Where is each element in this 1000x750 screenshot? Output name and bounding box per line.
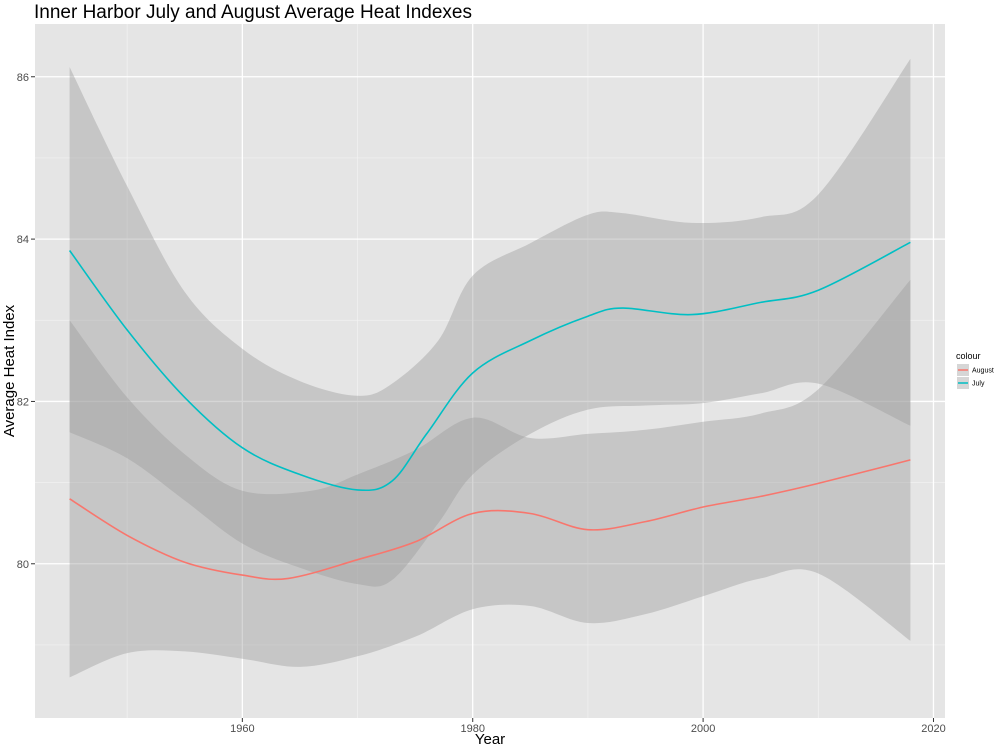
x-tick-label: 1960: [230, 723, 254, 735]
legend: colour August July: [956, 351, 994, 389]
y-tick-label: 86: [17, 72, 29, 84]
x-tick-label: 1980: [460, 723, 484, 735]
chart-title: Inner Harbor July and August Average Hea…: [34, 2, 472, 23]
confidence-band-august: [69, 279, 911, 678]
x-axis-title: Year: [475, 731, 505, 748]
y-tick-label: 80: [17, 559, 29, 571]
grid: [35, 24, 945, 718]
legend-key-july: [957, 377, 969, 389]
confidence-bands: [69, 58, 911, 678]
series-lines: [68, 241, 911, 581]
legend-title: colour: [956, 351, 981, 361]
y-tick-label: 84: [17, 234, 29, 246]
x-tick-label: 2020: [921, 723, 945, 735]
y-axis: 80 82 84 86: [17, 72, 35, 571]
x-tick-label: 2000: [691, 723, 715, 735]
confidence-band-july: [69, 58, 911, 587]
legend-label: August: [972, 368, 994, 375]
series-line-july: [68, 241, 911, 492]
x-axis: 1960 1980 2000 2020: [230, 718, 946, 735]
plot-panel: [35, 24, 945, 718]
y-axis-title: Average Heat Index: [1, 304, 18, 437]
series-line-august: [69, 459, 911, 581]
y-tick-label: 82: [17, 396, 29, 408]
legend-label: July: [972, 381, 985, 388]
legend-key-august: [957, 364, 969, 376]
